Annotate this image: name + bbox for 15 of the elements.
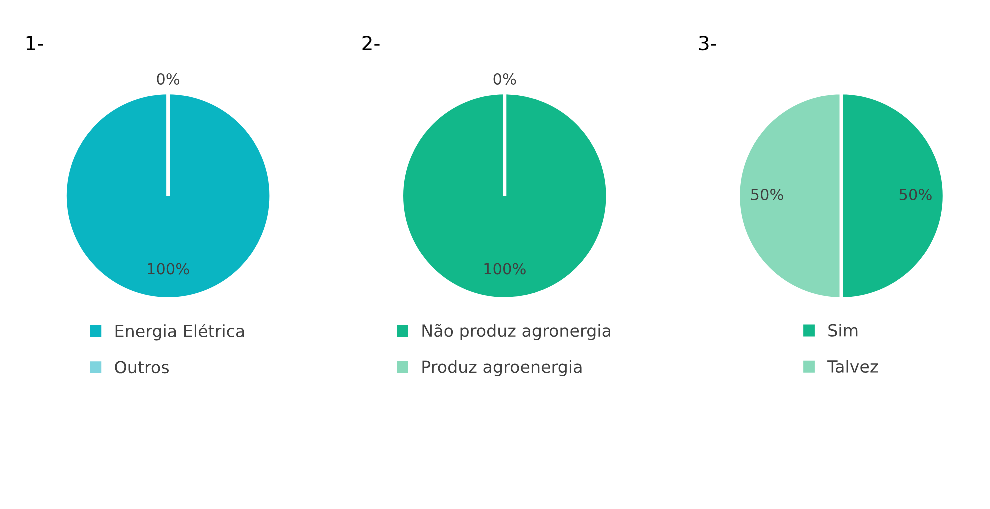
legend-label: Produz agroenergia bbox=[422, 360, 582, 377]
data-label: 50% bbox=[751, 188, 784, 200]
text: 0% bbox=[157, 73, 180, 85]
chart-title: 2- bbox=[362, 36, 380, 50]
data-label: 50% bbox=[900, 188, 932, 200]
data-label: 100% bbox=[148, 263, 190, 275]
legend-label: Energia Elétrica bbox=[116, 324, 244, 341]
chart-title: 1- bbox=[26, 36, 44, 50]
legend-label: Sim bbox=[828, 324, 858, 337]
legend-label: Talvez bbox=[828, 360, 878, 374]
text: 0% bbox=[494, 73, 516, 85]
data-label: 100% bbox=[484, 263, 526, 275]
chart-title: 3- bbox=[699, 36, 716, 51]
legend-label: Outros bbox=[115, 361, 170, 374]
legend-label: Não produz agronergia bbox=[422, 324, 610, 340]
